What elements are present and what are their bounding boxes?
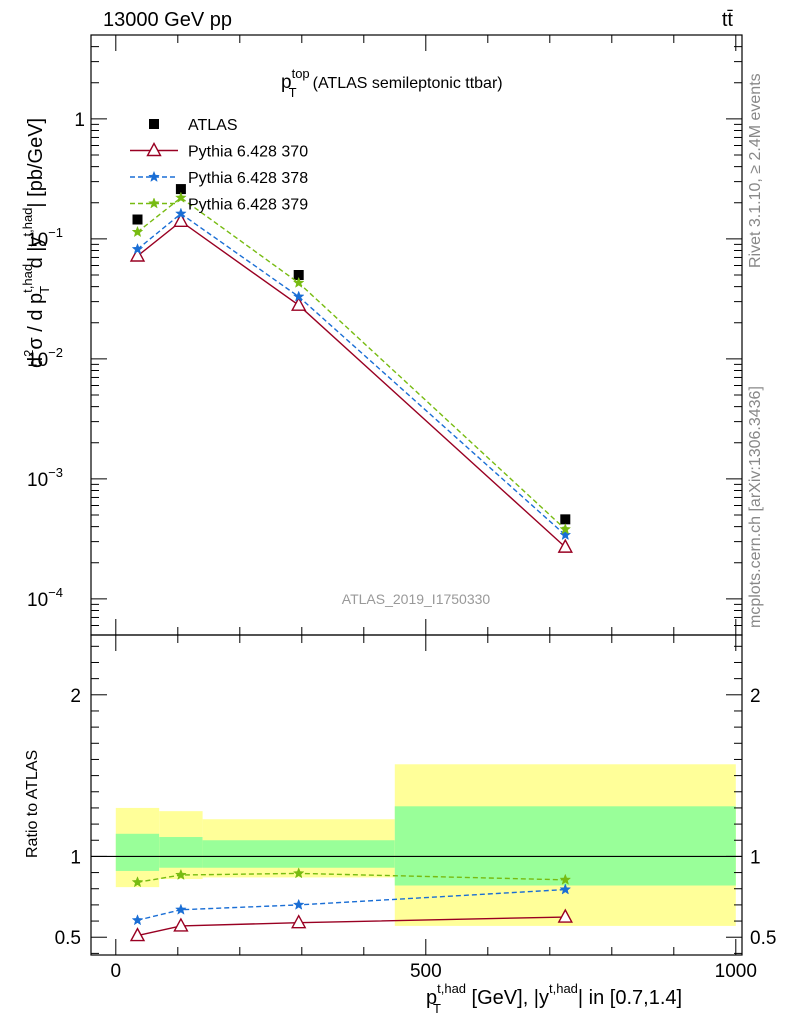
series-2-point-0 [131, 243, 144, 255]
ratio-1-point-2 [292, 898, 305, 910]
series-1-point-3 [557, 538, 573, 553]
series-0-point-1 [175, 184, 186, 195]
ratio-line-1 [137, 888, 566, 921]
series-2-point-3 [559, 528, 572, 541]
legend-label-1: Pythia 6.428 370 [188, 144, 308, 161]
tick-base: 10 [27, 470, 48, 491]
band-inner-2 [202, 840, 395, 868]
ratio-ytick-label-right-0: 0.5 [750, 928, 776, 949]
legend-label-3: Pythia 6.428 379 [188, 197, 308, 214]
header-energy: 13000 GeV pp [103, 9, 232, 31]
legend-marker-0 [149, 119, 159, 129]
ratio-2-point-2 [292, 867, 305, 879]
ratio-0-point-3 [557, 908, 573, 923]
series-line-1 [137, 220, 566, 548]
ratio-0-point-2 [291, 914, 307, 929]
ratio-ytick-label-right-1: 1 [750, 847, 761, 868]
ratio-xtick-label-0: 0 [111, 961, 122, 982]
ratio-ylabel: Ratio to ATLAS [24, 750, 41, 858]
ratio-frame [90, 634, 743, 956]
series-3-point-1 [175, 191, 187, 203]
series-3-point-0 [131, 225, 144, 238]
header-process: tt̄ [722, 9, 734, 31]
title-p: p [281, 72, 292, 93]
band-inner-1 [159, 837, 203, 868]
tick-exp: −4 [48, 585, 63, 600]
series-line-3 [137, 196, 566, 530]
tick-base: 10 [27, 230, 48, 251]
series-0-point-0 [132, 214, 143, 225]
main-ytick-label-0: 1 [74, 110, 85, 131]
ratio-0-point-1 [173, 917, 189, 932]
series-3-point-2 [292, 276, 305, 288]
ratio-2-point-3 [559, 873, 572, 885]
ratio-panel: 0.5 0.5 1 1 2 2 0 500 1000 Ratio to ATLAS pt,had… [24, 634, 776, 1016]
series-1-point-2 [291, 296, 307, 311]
mcplots-label: mcplots.cern.ch [arXiv:1306.3436] [747, 386, 764, 628]
ratio-ytick-label-left-1: 1 [70, 847, 81, 868]
tick-exp: −2 [48, 345, 63, 360]
tick-exp: −1 [48, 225, 63, 240]
legend-marker-3 [148, 197, 160, 209]
band-inner-0 [115, 833, 160, 871]
legend-label-0: ATLAS [188, 117, 238, 134]
series-3-point-3 [559, 523, 572, 535]
legend-label-2: Pythia 6.428 378 [188, 170, 308, 187]
title-sub: T [289, 85, 297, 100]
ratio-2-point-0 [131, 876, 144, 888]
ratio-1-point-1 [175, 903, 187, 915]
series-line-2 [137, 212, 566, 536]
tick-base: 10 [27, 590, 48, 611]
series-0-point-3 [560, 514, 571, 525]
tick-exp: −3 [48, 465, 63, 480]
series-2-point-1 [175, 207, 187, 219]
series-2-point-2 [292, 290, 305, 302]
watermark: ATLAS_2019_I1750330 [342, 591, 491, 607]
band-inner-3 [394, 806, 736, 886]
ratio-xtick-label-1: 500 [410, 961, 442, 982]
ratio-ytick-label-right-2: 2 [750, 686, 761, 707]
series-1-point-0 [129, 247, 146, 262]
legend-marker-2 [148, 170, 160, 182]
ratio-1-point-3 [559, 883, 572, 895]
series-0-point-2 [293, 270, 304, 280]
title-sup: top [292, 66, 310, 81]
main-ylabel: d2σ / d pt,had T d |yt,had| [pb/GeV] [20, 118, 52, 368]
main-panel: 110−110−210−310−4 ptop T(ATLAS semilepton… [20, 34, 743, 636]
main-ytick-label-2: 10−2 [27, 345, 63, 371]
ratio-ytick-label-left-0: 0.5 [55, 928, 81, 949]
ratio-2-point-1 [175, 868, 187, 880]
title-rest: (ATLAS semileptonic ttbar) [313, 75, 503, 92]
ratio-1-point-0 [131, 914, 144, 926]
rivet-label: Rivet 3.1.10, ≥ 2.4M events [747, 73, 764, 268]
ratio-ytick-label-left-2: 2 [70, 686, 81, 707]
ratio-line-0 [137, 916, 566, 937]
plot-title: ptop T (ATLAS semileptonic ttbar) [281, 66, 503, 100]
x-axis-label: pt,had T [GeV], |yt,had| in [0.7,1.4] [426, 981, 682, 1016]
ratio-0-point-0 [129, 927, 146, 942]
series-1-point-1 [173, 212, 189, 228]
main-ytick-label-3: 10−3 [27, 465, 63, 491]
legend-marker-1 [146, 142, 162, 157]
main-ytick-label-1: 10−1 [27, 225, 63, 251]
ratio-xtick-label-2: 1000 [715, 961, 757, 982]
main-ytick-label-4: 10−4 [27, 585, 63, 611]
legend: ATLAS Pythia 6.428 370 Pythia 6.428 378 Pyt… [130, 117, 308, 214]
tick-base: 10 [27, 350, 48, 371]
